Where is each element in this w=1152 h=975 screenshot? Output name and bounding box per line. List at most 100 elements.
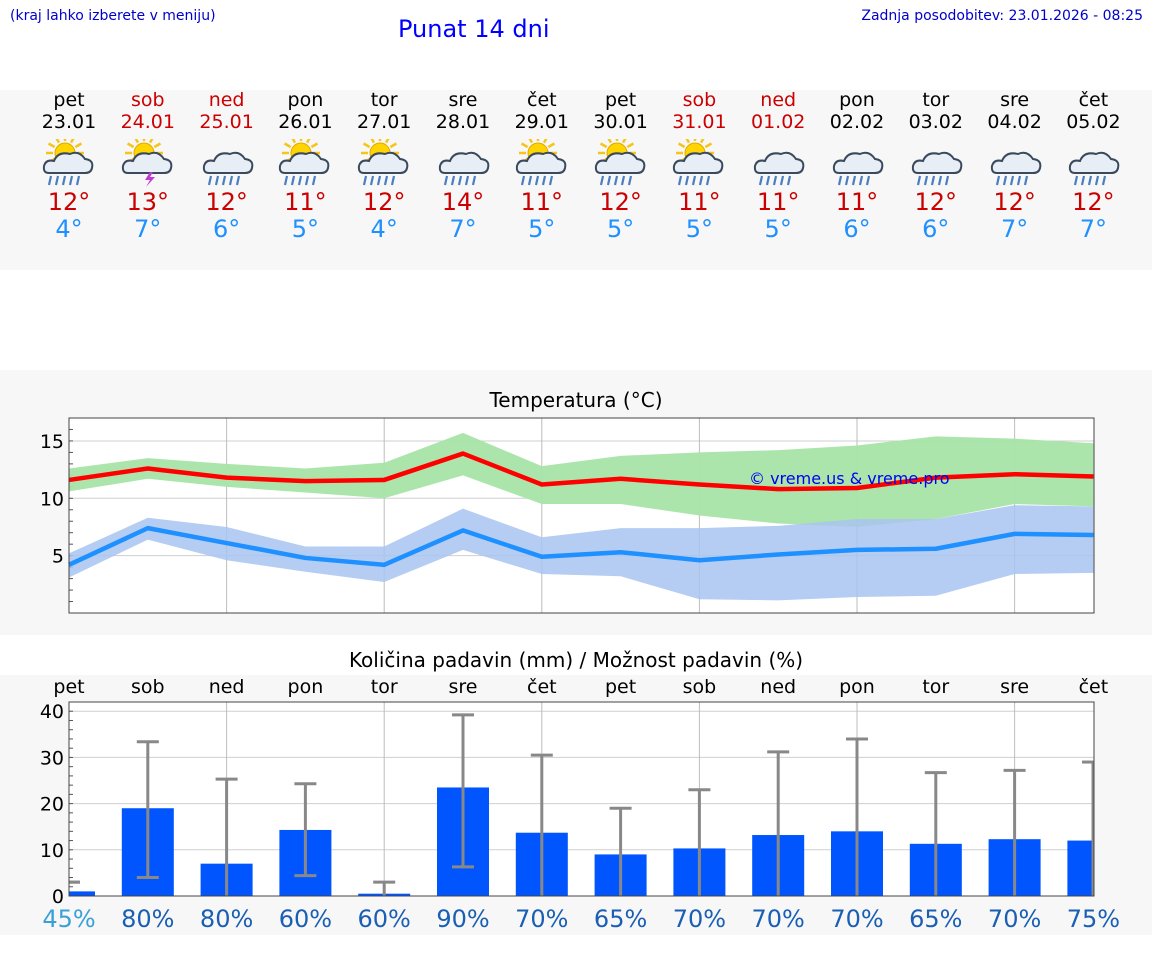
day-forecast: pet 30.01 12° 5°: [581, 89, 661, 243]
forecast-strip-bg: [0, 90, 1152, 270]
max-temp-line: [68, 451, 1094, 492]
precipitation-chart: 0 10 20 30 40 pet sob ned pon tor sre čet pet sob ned p…: [40, 676, 1120, 933]
y-tick-label: 20: [40, 794, 64, 816]
cloud-rain-icon: [438, 151, 490, 186]
x-category-label: tor: [371, 676, 398, 698]
day-date: 23.01: [41, 111, 97, 133]
plot-frame: [68, 417, 1095, 614]
precip-probability: 60%: [358, 905, 411, 933]
precip-probability: 70%: [673, 905, 726, 933]
day-name: pon: [839, 89, 875, 111]
max-temp: 12°: [993, 188, 1036, 216]
day-forecast: čet 05.02 12° 7°: [1053, 89, 1133, 243]
precip-probability: 70%: [515, 905, 568, 933]
last-updated: Zadnja posodobitev: 23.01.2026 - 08:25: [861, 8, 1143, 24]
x-category-label: sre: [1000, 676, 1029, 698]
max-temp: 13°: [126, 188, 170, 216]
page-title: Punat 14 dni: [398, 15, 550, 43]
precip-probability: 80%: [121, 905, 174, 933]
cloud-rain-icon: [990, 151, 1041, 186]
min-temp: 5°: [528, 215, 556, 243]
y-tick-label: 5: [52, 546, 64, 568]
day-forecast: ned 01.02 11° 5°: [738, 89, 818, 243]
day-name: sob: [682, 89, 717, 111]
max-temp: 14°: [441, 188, 485, 216]
y-tick-label: 15: [40, 431, 64, 453]
min-temp: 5°: [606, 215, 635, 243]
day-name: sre: [448, 89, 478, 111]
y-tick-label: 40: [40, 701, 64, 723]
day-date: 30.01: [593, 111, 648, 133]
y-tick-label: 10: [40, 840, 64, 862]
day-date: 28.01: [435, 111, 491, 133]
x-category-label: pon: [288, 676, 324, 698]
x-category-label: čet: [1079, 676, 1109, 698]
cloud-rain-icon: [1069, 151, 1120, 186]
precip-bar: [1067, 840, 1094, 896]
precipitation-chart-title: Količina padavin (mm) / Možnost padavin …: [348, 648, 804, 672]
min-temp: 7°: [1079, 215, 1108, 243]
day-forecast: pon 02.02 11° 6°: [817, 89, 897, 243]
day-date: 24.01: [120, 111, 175, 133]
x-category-label: pet: [605, 676, 636, 698]
day-forecast: ned 25.01 12° 6°: [187, 89, 267, 243]
day-forecast: tor 03.02 12° 6°: [896, 89, 976, 243]
min-temp: 5°: [685, 215, 714, 243]
day-date: 03.02: [908, 111, 963, 133]
day-forecast: čet 29.01 11° 5°: [502, 89, 582, 243]
sun-cloud-rain-icon: [279, 139, 330, 186]
cloud-rain-icon: [911, 151, 963, 186]
plot-frame: [68, 701, 1095, 897]
x-category-label: pet: [53, 676, 84, 698]
precip-probability: 75%: [1067, 905, 1120, 933]
cloud-rain-icon: [754, 151, 805, 186]
precip-probability: 65%: [909, 905, 962, 933]
x-category-label: sre: [449, 676, 478, 698]
max-temp: 11°: [520, 188, 564, 216]
precip-bar: [69, 891, 95, 896]
max-temp: 12°: [1072, 188, 1115, 216]
min-temp: 5°: [764, 215, 792, 243]
temperature-chart: 5 10 15 © vreme.us & vreme.pro: [40, 417, 1095, 614]
day-forecast: sob 31.01 11° 5°: [659, 89, 739, 243]
day-date: 05.02: [1066, 111, 1121, 133]
x-category-label: sob: [131, 676, 165, 698]
day-forecast: tor 27.01 12° 4°: [344, 89, 424, 243]
precip-probability: 45%: [42, 905, 95, 933]
sun-cloud-rain-icon: [42, 139, 94, 186]
max-temp: 11°: [678, 188, 721, 216]
day-date: 25.01: [199, 111, 254, 133]
day-forecast: pon 26.01 11° 5°: [265, 89, 345, 243]
day-date: 26.01: [278, 111, 333, 133]
sun-cloud-rain-icon: [515, 139, 567, 186]
precip-probability: 65%: [594, 905, 647, 933]
day-name: tor: [370, 89, 398, 111]
day-date: 04.02: [987, 111, 1042, 133]
menu-hint: (kraj lahko izberete v meniju): [10, 8, 216, 24]
max-temp: 12°: [362, 188, 406, 216]
y-tick-label: 30: [40, 747, 64, 769]
min-temp: 7°: [134, 215, 162, 243]
precip-probability: 70%: [988, 905, 1041, 933]
y-tick-label: 10: [40, 488, 64, 510]
day-name: čet: [527, 89, 557, 111]
day-forecast: sob 24.01 13° 7°: [108, 89, 188, 243]
cloud-rain-icon: [202, 151, 253, 186]
min-temp: 7°: [1000, 215, 1029, 243]
day-name: sre: [1000, 89, 1030, 111]
day-name: ned: [760, 89, 797, 111]
day-date: 31.01: [672, 111, 727, 133]
min-temp: 6°: [843, 215, 871, 243]
sun-thunder-icon: [121, 139, 173, 187]
day-forecast: pet 23.01 12° 4°: [29, 89, 109, 243]
precip-probability: 70%: [752, 905, 805, 933]
min-temp: 7°: [449, 215, 477, 243]
max-temp: 12°: [599, 188, 642, 216]
x-category-label: pon: [839, 676, 875, 698]
min-temp: 5°: [291, 215, 320, 243]
sun-cloud-rain-icon: [594, 139, 645, 186]
max-temp: 12°: [47, 188, 91, 216]
day-name: sob: [131, 89, 165, 111]
precip-probability: 90%: [436, 905, 489, 933]
day-date: 27.01: [356, 111, 412, 133]
